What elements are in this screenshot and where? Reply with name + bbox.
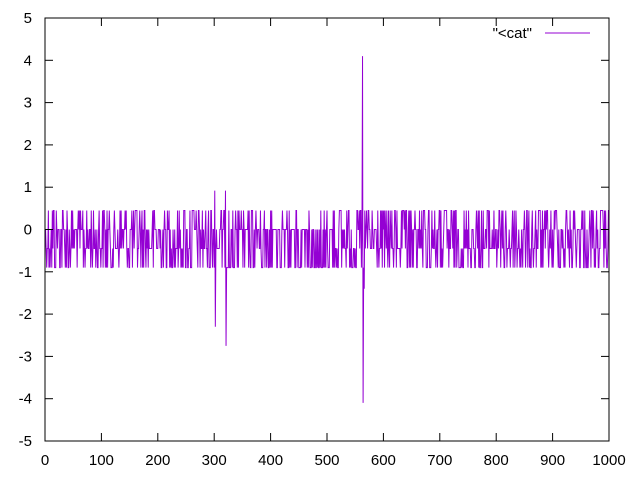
- y-tick-label: 1: [24, 179, 32, 196]
- y-tick-label: -5: [19, 433, 32, 450]
- y-tick-label: -1: [19, 264, 32, 281]
- x-tick-label: 400: [258, 452, 283, 469]
- legend-label: "<cat": [493, 25, 532, 42]
- x-tick-label: 1000: [592, 452, 625, 469]
- y-tick-label: 5: [24, 10, 32, 27]
- x-tick-label: 600: [371, 452, 396, 469]
- y-tick-label: -2: [19, 306, 32, 323]
- axis-tick-labels: 0 100 200 300 400 500 600 700 800 900 1000 5 4 3 2 1 0 -1…: [19, 10, 626, 469]
- y-tick-label: -4: [19, 391, 32, 408]
- axis-ticks: [44, 17, 610, 442]
- y-tick-label: 0: [24, 222, 32, 239]
- x-tick-label: 700: [427, 452, 452, 469]
- y-tick-label: -3: [19, 348, 32, 365]
- y-tick-label: 3: [24, 95, 32, 112]
- x-tick-label: 800: [484, 452, 509, 469]
- x-tick-label: 900: [540, 452, 565, 469]
- y-tick-label: 4: [24, 52, 32, 69]
- x-tick-label: 300: [202, 452, 227, 469]
- plot-area: [44, 56, 609, 403]
- x-tick-label: 200: [145, 452, 170, 469]
- x-tick-label: 100: [89, 452, 114, 469]
- x-tick-label: 500: [314, 452, 339, 469]
- x-tick-label: 0: [41, 452, 49, 469]
- y-tick-label: 2: [24, 137, 32, 154]
- legend: "<cat": [493, 25, 590, 42]
- series-line-cat: [44, 56, 609, 403]
